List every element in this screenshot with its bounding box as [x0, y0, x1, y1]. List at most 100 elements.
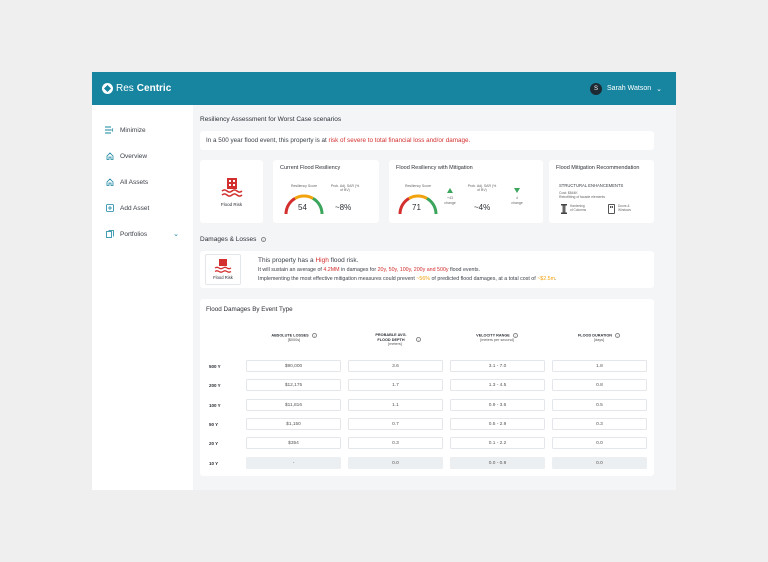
- chevron-down-icon[interactable]: ⌄: [173, 231, 179, 238]
- sidebar: Minimize Overview All Assets Add Asset P…: [92, 105, 193, 490]
- assessment-alert: In a 500 year flood event, this property…: [200, 131, 654, 150]
- triangle-up-icon: [447, 188, 453, 193]
- table-cell: $11,816: [246, 399, 341, 411]
- damages-line-2: It will sustain an average of 4.2MM in d…: [258, 267, 481, 273]
- table-cell: 3.1 - 7.0: [450, 360, 545, 372]
- flood-building-icon: [221, 177, 242, 197]
- current-resiliency-title: Current Flood Resiliency: [280, 165, 341, 171]
- damages-title: Damages & Losses i: [200, 236, 267, 243]
- avatar: S: [590, 82, 603, 95]
- loss-label: Prob. Adj. SAR (% of BV): [330, 184, 360, 192]
- recommendation-card: Flood Mitigation Recommendation STRUCTUR…: [549, 160, 654, 223]
- table-cell: -: [246, 457, 341, 469]
- row-label: 500 Y: [209, 364, 221, 369]
- logo-icon: [102, 83, 113, 94]
- info-icon[interactable]: i: [311, 333, 317, 338]
- column-header-depth: PROBABLE AVG. FLOOD DEPTH i [meters]: [347, 333, 443, 347]
- brand-name-light: Res: [116, 83, 134, 94]
- mitigation-resiliency-card: Flood Resiliency with Mitigation Resilie…: [389, 160, 543, 223]
- info-icon[interactable]: i: [416, 337, 421, 342]
- chevron-down-icon: ⌄: [656, 85, 662, 93]
- app-window: Res Centric S Sarah Watson ⌄ Minimize Ove…: [92, 72, 676, 490]
- sidebar-item-label: Minimize: [120, 126, 146, 134]
- table-cell: $354: [246, 437, 341, 449]
- table-cell: 1.1: [348, 399, 443, 411]
- table-cell: 0.0: [348, 457, 443, 469]
- row-label: 20 Y: [209, 441, 219, 446]
- row-label: 50 Y: [209, 422, 219, 427]
- recommendation-heading: STRUCTURAL ENHANCEMENTS: [559, 183, 624, 188]
- sidebar-item-all-assets[interactable]: All Assets: [92, 169, 193, 195]
- damages-line-1: This property has a High flood risk.: [258, 257, 359, 264]
- flood-wave-icon: [214, 259, 232, 273]
- damages-card: Flood Risk This property has a High floo…: [200, 251, 654, 288]
- rec-item-doors: Doors & Windows: [608, 204, 631, 214]
- sidebar-item-label: Overview: [120, 152, 148, 160]
- mitigation-loss-value: ~4%: [474, 203, 491, 212]
- table-cell: 0.0 - 0.9: [450, 457, 545, 469]
- brand-name-bold: Centric: [136, 83, 172, 94]
- home-icon: [105, 178, 114, 187]
- score-label: Resiliency Score: [404, 184, 432, 188]
- damages-icon-label: Flood Risk: [213, 275, 233, 280]
- sidebar-item-label: All Assets: [120, 178, 149, 186]
- flood-risk-label: Flood Risk: [220, 201, 243, 207]
- alert-text: In a 500 year flood event, this property…: [206, 137, 471, 144]
- loss-label: Prob. Adj. SAR (% of BV): [467, 184, 497, 192]
- resiliency-gauge: [284, 194, 324, 215]
- table-cell: 3.6: [348, 360, 443, 372]
- table-cell: 0.3: [348, 437, 443, 449]
- flood-damages-table: Flood Damages By Event Type ABSOLUTE LOS…: [200, 299, 654, 476]
- table-cell: 1.3 - 4.5: [450, 379, 545, 391]
- door-window-icon: [608, 204, 615, 214]
- mitigation-score: 71: [412, 203, 421, 212]
- table-title: Flood Damages By Event Type: [206, 306, 293, 313]
- score-delta: +43 change: [444, 196, 456, 205]
- table-cell: 0.1 - 2.2: [450, 437, 545, 449]
- top-bar: Res Centric S Sarah Watson ⌄: [92, 72, 676, 105]
- flood-risk-card[interactable]: Flood Risk: [200, 160, 263, 223]
- info-icon[interactable]: i: [615, 333, 621, 338]
- portfolio-icon: [105, 230, 114, 239]
- sidebar-item-add-asset[interactable]: Add Asset: [92, 195, 193, 221]
- column-header-velocity: VELOCITY RANGE i [meters per second]: [449, 333, 545, 343]
- table-cell: $1,150: [246, 418, 341, 430]
- home-icon: [105, 152, 114, 161]
- sidebar-item-label: Portfolios: [120, 230, 148, 238]
- score-label: Resiliency Score: [290, 184, 318, 188]
- table-cell: $12,175: [246, 379, 341, 391]
- table-cell: 0.5 - 2.9: [450, 418, 545, 430]
- sidebar-item-minimize[interactable]: Minimize: [92, 117, 193, 143]
- damages-flood-icon-box: Flood Risk: [205, 254, 241, 285]
- user-menu[interactable]: S Sarah Watson ⌄: [590, 82, 662, 95]
- sidebar-item-portfolios[interactable]: Portfolios ⌄: [92, 221, 193, 247]
- recommendation-title: Flood Mitigation Recommendation: [556, 165, 640, 171]
- table-cell: 0.5: [552, 399, 647, 411]
- triangle-down-icon: [514, 188, 520, 193]
- row-label: 10 Y: [209, 461, 219, 466]
- loss-delta: 4 change: [511, 196, 523, 205]
- user-name: Sarah Watson: [607, 85, 652, 92]
- add-square-icon: [105, 204, 114, 213]
- table-cell: 0.9 - 3.6: [450, 399, 545, 411]
- minimize-icon: [105, 126, 114, 135]
- sidebar-item-label: Add Asset: [120, 204, 150, 212]
- table-cell: 0.7: [348, 418, 443, 430]
- info-icon[interactable]: i: [261, 236, 267, 242]
- row-label: 100 Y: [209, 403, 221, 408]
- table-cell: 1.8: [552, 360, 647, 372]
- sidebar-item-overview[interactable]: Overview: [92, 143, 193, 169]
- resiliency-score: 54: [298, 203, 307, 212]
- info-icon[interactable]: i: [512, 333, 518, 338]
- table-cell: 0.8: [552, 379, 647, 391]
- row-label: 200 Y: [209, 383, 221, 388]
- app-logo[interactable]: Res Centric: [102, 83, 171, 94]
- table-cell: 0.0: [552, 457, 647, 469]
- mitigation-gauge: [398, 194, 438, 215]
- table-cell: 1.7: [348, 379, 443, 391]
- mitigation-resiliency-title: Flood Resiliency with Mitigation: [396, 165, 473, 171]
- assessment-title: Resiliency Assessment for Worst Case sce…: [200, 116, 342, 123]
- table-cell: 0.3: [552, 418, 647, 430]
- damages-line-3: Implementing the most effective mitigati…: [258, 276, 557, 282]
- current-resiliency-card: Current Flood Resiliency Resiliency Scor…: [273, 160, 379, 223]
